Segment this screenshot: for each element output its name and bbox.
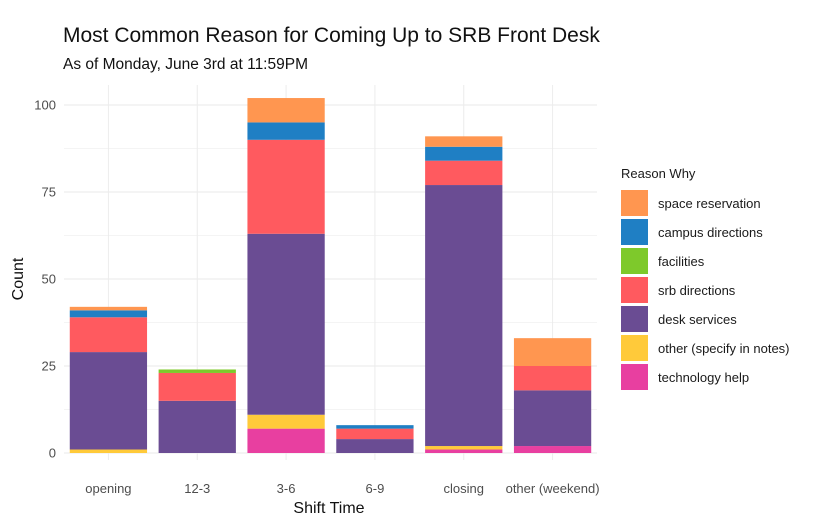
legend-swatch [621,364,648,390]
bar-segment [69,317,148,353]
legend-swatch [621,277,648,303]
bar-segment [247,122,325,140]
legend-swatch [621,306,648,332]
x-tick-label: 6-9 [366,481,385,496]
bar-segment [425,136,503,147]
legend-swatch [621,335,648,361]
bar-segment [336,439,414,453]
bar-segment [69,352,148,450]
x-tick-label: other (weekend) [506,481,600,496]
bar-segment [336,428,414,440]
bar-segment [425,446,503,450]
chart-subtitle: As of Monday, June 3rd at 11:59PM [63,56,308,73]
bar-segment [158,372,236,401]
bar-segment [158,369,236,373]
bar-segment [513,366,592,391]
y-tick-label: 50 [42,272,56,287]
y-tick-label: 75 [42,185,56,200]
y-tick-labels: 0 25 50 75 100 [34,98,56,461]
legend-label: desk services [658,312,737,327]
x-axis-title: Shift Time [293,500,364,517]
legend-label: technology help [658,370,749,385]
bar-segment [425,449,503,453]
bar-segment [158,400,236,453]
legend-swatch [621,219,648,245]
legend-label: facilities [658,254,705,269]
x-tick-labels: opening 12-3 3-6 6-9 closing other (weekend) [85,481,599,496]
legend-label: space reservation [658,196,761,211]
bar-segment [513,338,592,366]
legend-label: other (specify in notes) [658,341,790,356]
legend-title: Reason Why [621,166,696,181]
bar-segment [247,139,325,234]
y-tick-label: 25 [42,359,56,374]
bar-segment [247,233,325,415]
x-tick-label: closing [444,481,484,496]
bar-segment [247,98,325,123]
bar-segment [425,146,503,161]
chart-title: Most Common Reason for Coming Up to SRB … [63,24,600,47]
bar-segment [513,390,592,447]
bar-segment [247,428,325,453]
bars [69,98,592,453]
bar-segment [69,310,148,318]
bar-segment [336,425,414,429]
y-tick-label: 100 [34,98,56,113]
bar-segment [425,185,503,447]
x-tick-label: 12-3 [184,481,210,496]
bar-segment [513,446,592,453]
bar-segment [247,414,325,429]
y-axis-title: Count [10,257,27,300]
legend-swatch [621,248,648,274]
bar-segment [425,160,503,186]
y-tick-label: 0 [49,446,56,461]
legend: Reason Why space reservation campus direc… [621,166,790,390]
legend-label: srb directions [658,283,736,298]
x-tick-label: 3-6 [277,481,296,496]
legend-label: campus directions [658,225,763,240]
bar-segment [69,306,148,311]
x-tick-label: opening [85,481,131,496]
bar-segment [69,449,148,453]
legend-swatch [621,190,648,216]
